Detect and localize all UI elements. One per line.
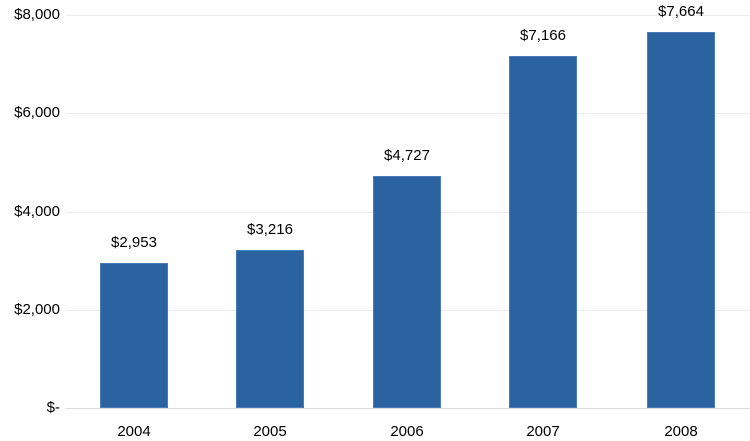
y-tick-label: $- xyxy=(46,399,60,416)
bar-2008 xyxy=(647,31,715,408)
gridline xyxy=(66,408,750,409)
data-label: $7,166 xyxy=(520,26,566,44)
bar-2004 xyxy=(100,262,168,408)
gridline xyxy=(66,113,750,115)
y-tick-label: $2,000 xyxy=(14,300,60,318)
x-tick-label: 2006 xyxy=(390,423,424,440)
x-tick-label: 2008 xyxy=(664,423,698,440)
data-label: $2,953 xyxy=(111,233,157,251)
data-label: $3,216 xyxy=(247,221,293,238)
x-tick-label: 2007 xyxy=(526,423,560,440)
bar-2007 xyxy=(509,55,577,408)
x-tick-label: 2004 xyxy=(117,423,151,440)
y-tick-label: $6,000 xyxy=(14,104,60,122)
bar-2006 xyxy=(373,175,441,408)
x-tick-label: 2005 xyxy=(253,423,287,440)
data-label: $4,727 xyxy=(384,146,430,164)
y-tick-label: $4,000 xyxy=(14,202,60,220)
gridline xyxy=(66,15,750,16)
y-tick-label: $8,000 xyxy=(14,6,60,23)
data-label: $7,664 xyxy=(658,2,704,20)
bar-2005 xyxy=(236,250,304,408)
